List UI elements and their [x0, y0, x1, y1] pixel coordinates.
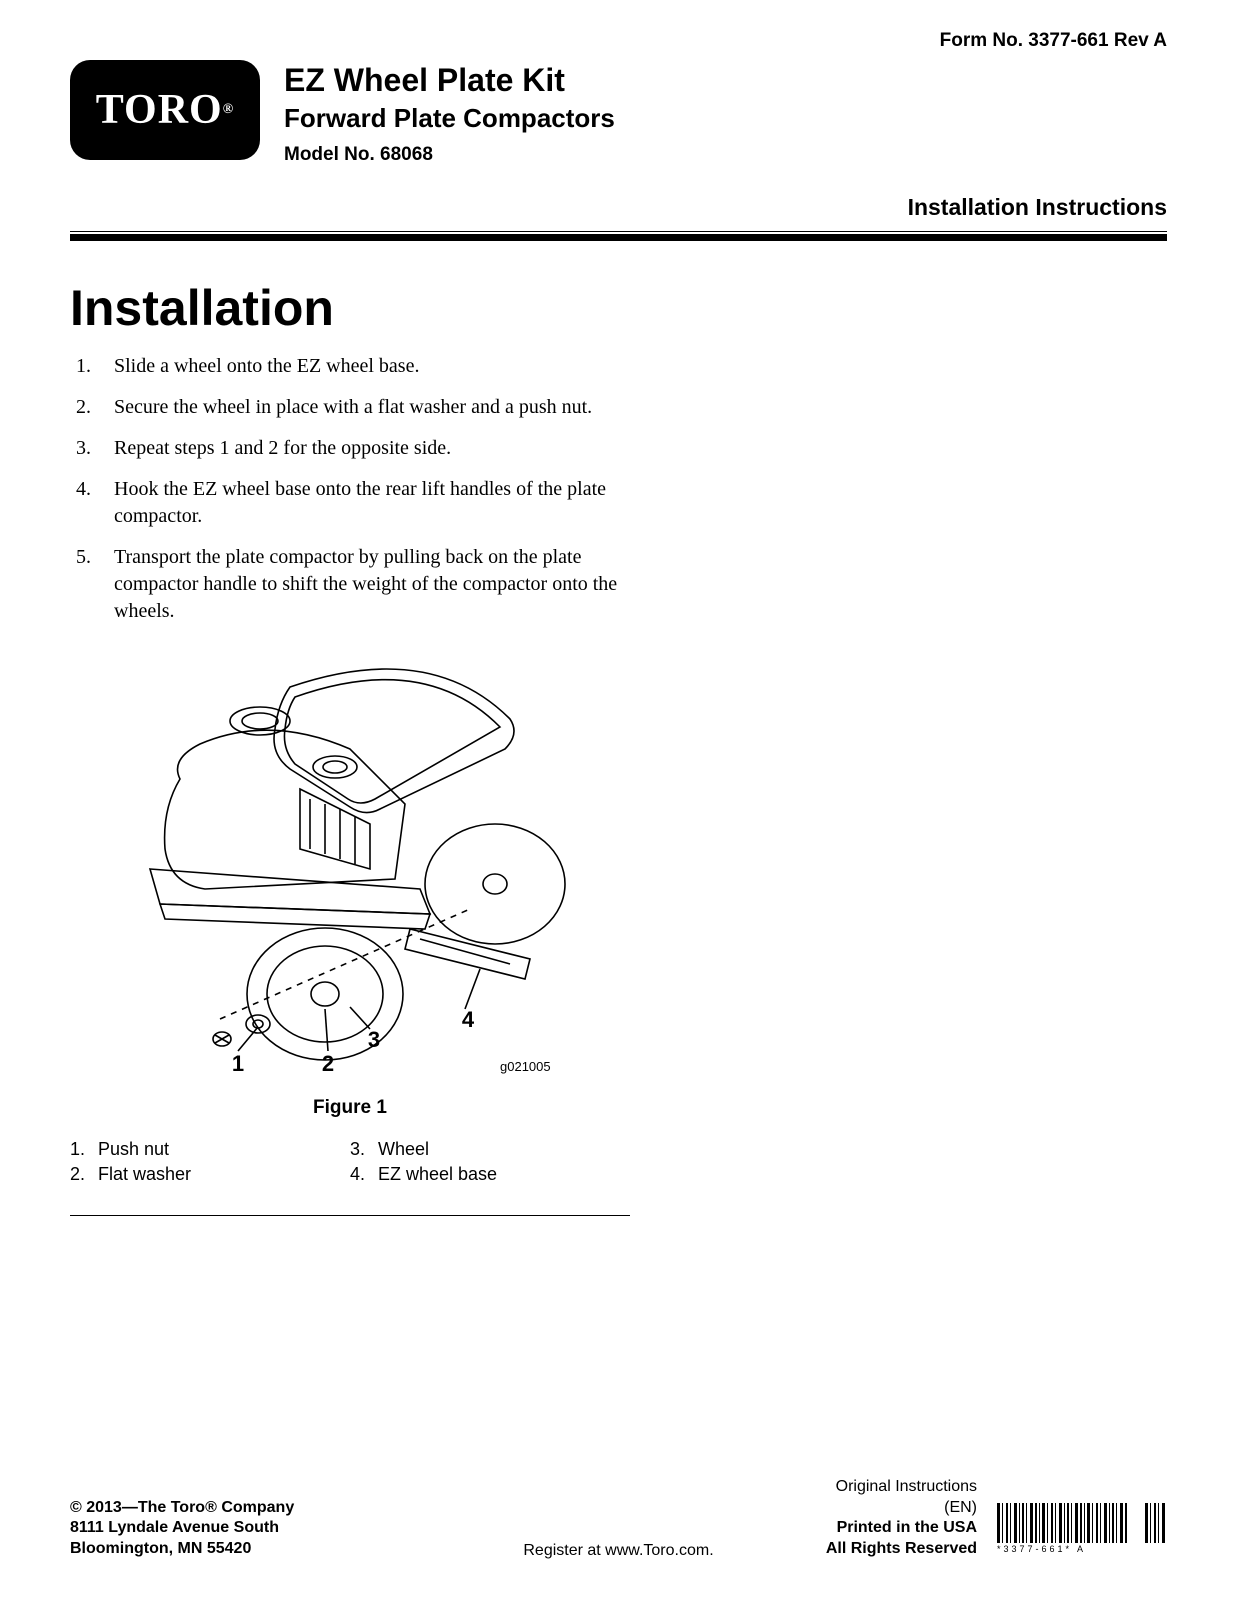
- copyright: © 2013—The Toro® Company: [70, 1498, 436, 1519]
- step-item: Slide a wheel onto the EZ wheel base.: [70, 353, 630, 380]
- section-heading: Installation: [70, 279, 1167, 337]
- legend-col-2: 3. Wheel 4. EZ wheel base: [350, 1139, 630, 1189]
- figure-illustration: 1 2 3 4 g021005: [110, 649, 590, 1089]
- step-item: Hook the EZ wheel base onto the rear lif…: [70, 476, 630, 530]
- footer-center: Register at www.Toro.com.: [436, 1542, 802, 1560]
- legend-text: Wheel: [378, 1139, 429, 1160]
- legend-row: 2. Flat washer: [70, 1164, 350, 1185]
- legend-text: EZ wheel base: [378, 1164, 497, 1185]
- column-rule: [70, 1215, 630, 1216]
- model-number: Model No. 68068: [284, 144, 615, 166]
- legend-row: 4. EZ wheel base: [350, 1164, 630, 1185]
- step-item: Secure the wheel in place with a flat wa…: [70, 394, 630, 421]
- legend-num: 2.: [70, 1164, 98, 1185]
- figure-gcode: g021005: [500, 1059, 551, 1074]
- logo-reg: ®: [223, 102, 234, 118]
- footer-left: © 2013—The Toro® Company 8111 Lyndale Av…: [70, 1498, 436, 1560]
- address-2: Bloomington, MN 55420: [70, 1539, 436, 1560]
- toro-logo: TORO®: [70, 60, 260, 160]
- legend-text: Flat washer: [98, 1164, 191, 1185]
- legend-row: 3. Wheel: [350, 1139, 630, 1160]
- printed-in: Printed in the USA: [801, 1518, 977, 1539]
- legend-num: 1.: [70, 1139, 98, 1160]
- address-1: 8111 Lyndale Avenue South: [70, 1518, 436, 1539]
- legend-text: Push nut: [98, 1139, 169, 1160]
- header: TORO® EZ Wheel Plate Kit Forward Plate C…: [70, 60, 1167, 166]
- doc-title: EZ Wheel Plate Kit: [284, 62, 615, 99]
- legend-col-1: 1. Push nut 2. Flat washer: [70, 1139, 350, 1189]
- original-instructions: Original Instructions (EN): [801, 1477, 977, 1519]
- steps-list: Slide a wheel onto the EZ wheel base. Se…: [70, 353, 630, 625]
- step-item: Repeat steps 1 and 2 for the opposite si…: [70, 435, 630, 462]
- footer: © 2013—The Toro® Company 8111 Lyndale Av…: [70, 1477, 1167, 1560]
- figure-legend: 1. Push nut 2. Flat washer 3. Wheel 4. E…: [70, 1139, 630, 1189]
- footer-right: Original Instructions (EN) Printed in th…: [801, 1477, 1167, 1560]
- callout-4: 4: [462, 1007, 475, 1032]
- title-block: EZ Wheel Plate Kit Forward Plate Compact…: [284, 60, 615, 166]
- barcode-text: *3377-661* A: [997, 1544, 1086, 1553]
- figure-caption: Figure 1: [70, 1097, 630, 1119]
- legend-num: 3.: [350, 1139, 378, 1160]
- rule-thin: [70, 231, 1167, 232]
- doc-subtitle: Forward Plate Compactors: [284, 103, 615, 134]
- legend-row: 1. Push nut: [70, 1139, 350, 1160]
- rule-thick: [70, 234, 1167, 241]
- logo-text: TORO: [96, 86, 223, 134]
- callout-3: 3: [368, 1027, 380, 1052]
- instructions-label: Installation Instructions: [70, 194, 1167, 221]
- rights-reserved: All Rights Reserved: [801, 1539, 977, 1560]
- callout-2: 2: [322, 1051, 334, 1076]
- barcode: *3377-661* A: [997, 1503, 1167, 1560]
- content-column: Slide a wheel onto the EZ wheel base. Se…: [70, 353, 630, 1216]
- callout-1: 1: [232, 1051, 244, 1076]
- step-item: Transport the plate compactor by pulling…: [70, 544, 630, 625]
- form-number: Form No. 3377-661 Rev A: [70, 30, 1167, 52]
- figure-wrap: 1 2 3 4 g021005 Figure 1: [70, 649, 630, 1119]
- legend-num: 4.: [350, 1164, 378, 1185]
